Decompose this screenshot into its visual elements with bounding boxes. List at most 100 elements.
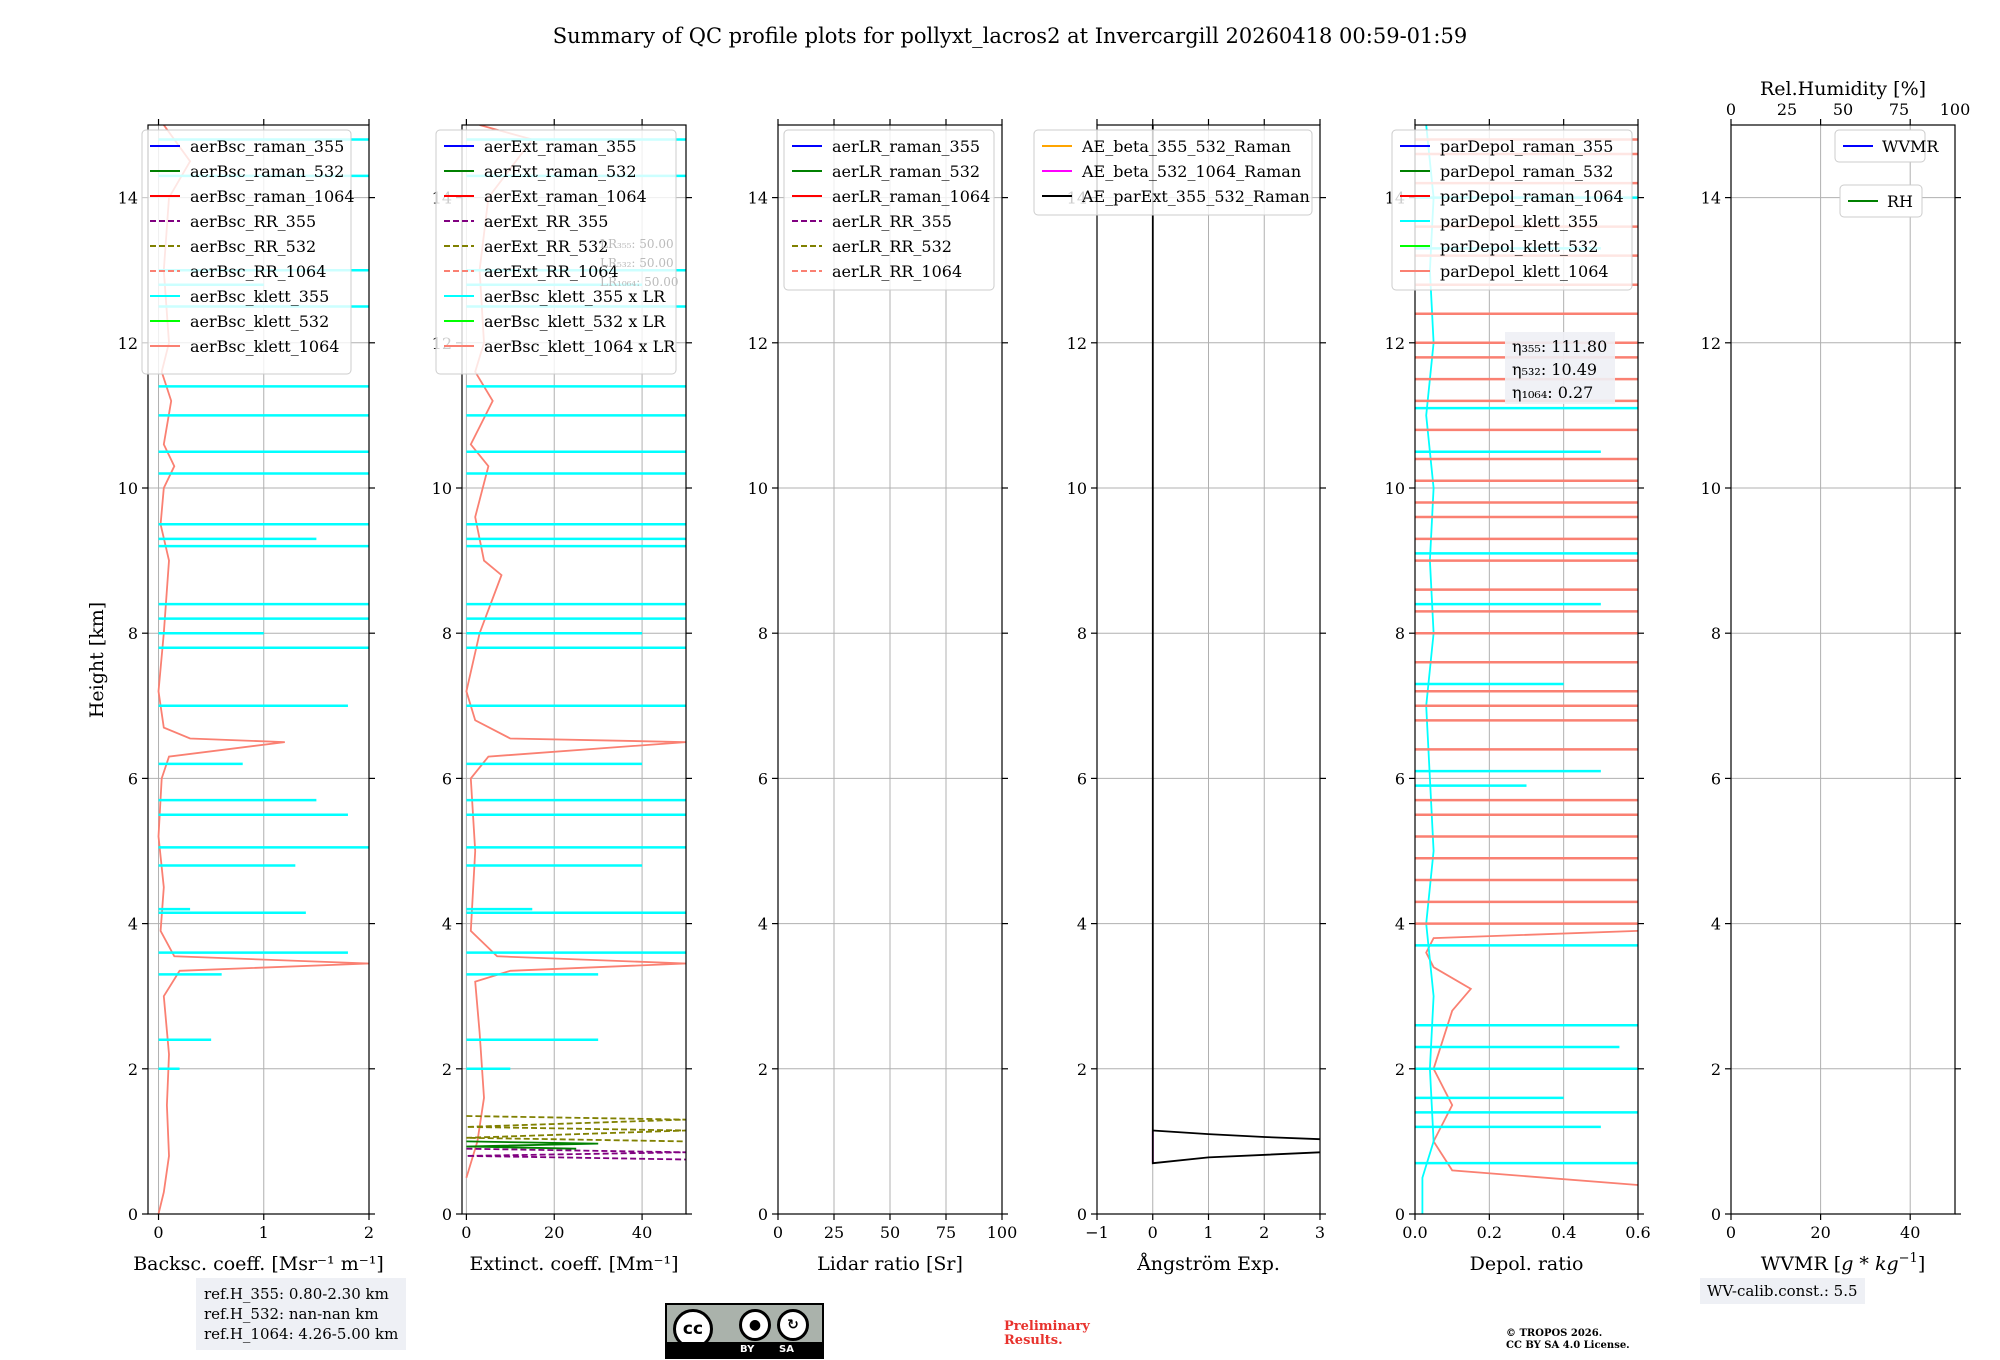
legend-label: aerBsc_RR_355 bbox=[190, 212, 316, 231]
legend-label: RH bbox=[1887, 192, 1913, 211]
series-AE_parExt_355_532_Raman bbox=[1151, 125, 1320, 1165]
legend-frame bbox=[1839, 184, 1923, 218]
legend-label: aerExt_RR_1064 bbox=[484, 262, 619, 281]
legend-label: aerBsc_klett_355 bbox=[190, 287, 329, 306]
legend-label: aerBsc_klett_355 x LR bbox=[484, 287, 666, 306]
x-tick-label: 20 bbox=[544, 1223, 564, 1242]
y-tick-label: 2 bbox=[1395, 1060, 1405, 1079]
legend-label: aerBsc_raman_355 bbox=[190, 137, 344, 156]
x-tick-label: −1 bbox=[1085, 1223, 1109, 1242]
eta-note-line: η₅₃₂: 10.49 bbox=[1512, 360, 1597, 379]
x-tick-label: 0.4 bbox=[1551, 1223, 1576, 1242]
share-alike-icon: ↻ bbox=[777, 1309, 809, 1341]
ref-height-532: ref.H_532: nan-nan km bbox=[204, 1305, 379, 1323]
y-tick-label: 10 bbox=[1385, 479, 1405, 498]
panel-depol: 0.00.20.40.602468101214Depol. ratioparDe… bbox=[1385, 119, 1651, 1275]
legend-label: aerExt_raman_1064 bbox=[484, 187, 647, 206]
y-tick-label: 10 bbox=[432, 479, 452, 498]
legend: aerExt_raman_355 aerExt_raman_532 aerExt_r… bbox=[435, 129, 677, 375]
y-tick-label: 14 bbox=[748, 189, 768, 208]
x-tick-label: 25 bbox=[824, 1223, 844, 1242]
legend-label: parDepol_raman_532 bbox=[1440, 162, 1613, 181]
legend-frame bbox=[1391, 129, 1633, 291]
legend: aerBsc_raman_355 aerBsc_raman_532 aerBsc_r… bbox=[141, 129, 355, 375]
x-tick-label: 0.6 bbox=[1625, 1223, 1650, 1242]
y-tick-label: 10 bbox=[748, 479, 768, 498]
legend-frame bbox=[1033, 129, 1313, 216]
y-tick-label: 12 bbox=[1385, 334, 1405, 353]
x-tick-label: 0 bbox=[153, 1223, 163, 1242]
legend-label: parDepol_klett_355 bbox=[1440, 212, 1598, 231]
y-tick-label: 14 bbox=[118, 189, 138, 208]
y-tick-label: 2 bbox=[1711, 1060, 1721, 1079]
legend-label: parDepol_klett_532 bbox=[1440, 237, 1598, 256]
top-x-tick-label: 50 bbox=[1833, 100, 1853, 119]
y-tick-label: 4 bbox=[1711, 915, 1721, 934]
x-axis-label-math: g * kg bbox=[1841, 1253, 1898, 1275]
x-tick-label: 0 bbox=[461, 1223, 471, 1242]
attribution-icon: ● bbox=[739, 1309, 771, 1341]
y-tick-label: 6 bbox=[1711, 769, 1721, 788]
x-axis-label-exponent: −1 bbox=[1899, 1251, 1918, 1266]
legend-frame bbox=[1834, 129, 1926, 163]
y-tick-label: 6 bbox=[1395, 769, 1405, 788]
legend-frame bbox=[783, 129, 995, 291]
x-tick-label: 1 bbox=[259, 1223, 269, 1242]
y-tick-label: 6 bbox=[442, 769, 452, 788]
lidar-ratio-note: LR₃₅₅: 50.00 bbox=[600, 237, 674, 251]
series-aerExt_RR_532 bbox=[466, 1115, 686, 1143]
eta-note-line: η₃₅₅: 111.80 bbox=[1512, 337, 1607, 356]
series-parDepol_klett_1064 bbox=[1425, 930, 1638, 1186]
x-axis-label: Ångström Exp. bbox=[1136, 1253, 1280, 1275]
x-tick-label: 20 bbox=[1810, 1223, 1830, 1242]
x-tick-label: 0.2 bbox=[1477, 1223, 1502, 1242]
y-tick-label: 0 bbox=[1077, 1205, 1087, 1224]
y-tick-label: 10 bbox=[1701, 479, 1721, 498]
legend-label: aerBsc_klett_1064 bbox=[190, 337, 339, 356]
x-axis-label: Depol. ratio bbox=[1470, 1253, 1584, 1275]
y-tick-label: 2 bbox=[1077, 1060, 1087, 1079]
axes-frame bbox=[461, 124, 687, 1215]
ref-height-355: ref.H_355: 0.80-2.30 km bbox=[204, 1285, 389, 1303]
y-tick-label: 4 bbox=[1077, 915, 1087, 934]
license-by-label: BY bbox=[740, 1344, 755, 1355]
series-group bbox=[1151, 125, 1320, 1165]
y-tick-label: 4 bbox=[442, 915, 452, 934]
legend-label: AE_beta_355_532_Raman bbox=[1081, 137, 1291, 156]
legend-label: aerLR_RR_355 bbox=[832, 212, 952, 231]
legend-label: aerBsc_klett_532 bbox=[190, 312, 329, 331]
y-tick-label: 12 bbox=[1701, 334, 1721, 353]
y-tick-label: 2 bbox=[758, 1060, 768, 1079]
legend-label: aerExt_raman_355 bbox=[484, 137, 637, 156]
top-x-axis-label: Rel.Humidity [%] bbox=[1760, 78, 1926, 100]
axes-frame bbox=[147, 124, 370, 1215]
x-tick-label: 50 bbox=[880, 1223, 900, 1242]
legend-label: AE_beta_532_1064_Raman bbox=[1081, 162, 1301, 181]
reference-heights-box: ref.H_355: 0.80-2.30 km ref.H_532: nan-n… bbox=[196, 1278, 407, 1350]
x-tick-label: 40 bbox=[632, 1223, 652, 1242]
legend: aerLR_raman_355 aerLR_raman_532 aerLR_rama… bbox=[783, 129, 995, 291]
legend-label: aerLR_raman_532 bbox=[832, 162, 980, 181]
y-tick-label: 4 bbox=[128, 915, 138, 934]
x-tick-label: 0 bbox=[773, 1223, 783, 1242]
y-tick-label: 0 bbox=[442, 1205, 452, 1224]
x-axis-label: WVMR [g * kg−1] bbox=[1761, 1251, 1925, 1275]
y-tick-label: 6 bbox=[758, 769, 768, 788]
legend-label: parDepol_raman_1064 bbox=[1440, 187, 1624, 206]
y-tick-label: 0 bbox=[128, 1205, 138, 1224]
eta-note-line: η₁₀₆₄: 0.27 bbox=[1512, 383, 1593, 402]
license-strip bbox=[667, 1342, 822, 1357]
copyright-line-2: CC BY SA 4.0 License. bbox=[1506, 1340, 1630, 1351]
y-tick-label: 10 bbox=[118, 479, 138, 498]
legend-frame bbox=[141, 129, 352, 375]
y-tick-label: 8 bbox=[442, 624, 452, 643]
panel-wvmr: 0 20 40 0 2 4 6 8 10 12 14 WVMR [g * kg−1] 0 25 50 75 10… bbox=[1701, 78, 1971, 1275]
x-tick-label: 2 bbox=[1259, 1223, 1269, 1242]
x-axis-label-prefix: WVMR [ bbox=[1761, 1253, 1841, 1275]
preliminary-line-1: Preliminary bbox=[1004, 1319, 1090, 1334]
preliminary-line-2: Results. bbox=[1004, 1333, 1063, 1348]
y-tick-label: 6 bbox=[1077, 769, 1087, 788]
